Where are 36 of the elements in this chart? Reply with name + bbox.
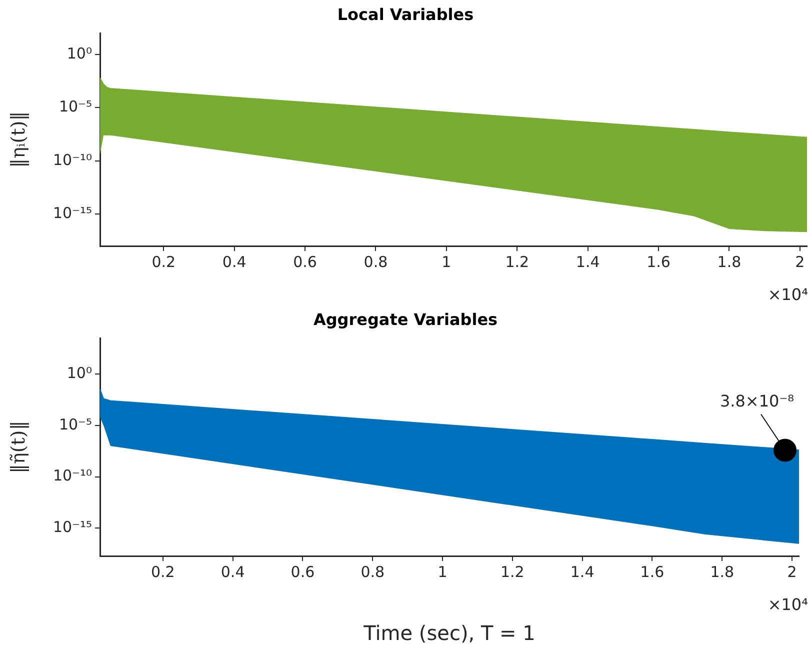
y-tick-label: 10⁻¹⁰ [52, 150, 92, 169]
x-tick-label: 0.2 [152, 252, 176, 271]
x-tick-label: 0.4 [220, 562, 245, 581]
annotation: 3.8×10⁻⁸ [720, 391, 794, 410]
x-tick-label: 0.8 [360, 562, 385, 581]
y-tick-label: 10⁻⁵ [58, 98, 92, 116]
text: ×10⁴ [768, 285, 808, 304]
x-tick-label: 1.2 [500, 562, 524, 581]
x-tick-label: 1.8 [717, 252, 742, 271]
y-tick-label: 10⁻¹⁰ [52, 466, 92, 485]
x-tick-label: 2 [787, 562, 797, 581]
x-axis-title: Time (sec), T = 1 [362, 621, 536, 646]
x-tick-label: 1.4 [576, 252, 600, 271]
x-tick-label: 0.6 [290, 562, 315, 581]
x-tick-label: 1.8 [710, 562, 734, 581]
x-tick-label: 2 [795, 252, 805, 271]
x-tick-label: 0.4 [222, 252, 246, 271]
x-tick-label: 1 [438, 562, 448, 581]
y-axis-title: ‖ηᵢ(t)‖ [7, 111, 30, 168]
x-tick-label: 1.6 [646, 252, 670, 271]
y-tick-label: 10⁻⁵ [58, 415, 92, 434]
x-tick-label: 0.6 [293, 252, 317, 271]
text: ×10⁴ [768, 595, 808, 614]
x-tick-label: 0.8 [364, 252, 388, 271]
x-tick-label: 1.6 [640, 562, 664, 581]
y-tick-label: 10⁻¹⁵ [52, 204, 92, 222]
x-tick-label: 1 [442, 252, 452, 271]
chart-title: Aggregate Variables [313, 310, 498, 329]
chart-title: Local Variables [337, 4, 474, 24]
x-tick-label: 1.4 [570, 562, 594, 581]
x-tick-label: 1.2 [505, 252, 530, 271]
x-tick-label: 0.2 [150, 562, 175, 581]
y-axis-title: ‖η̃(t)‖ [7, 420, 30, 474]
y-tick-label: 10⁻¹⁵ [52, 518, 92, 536]
y-tick-label: 10⁰ [66, 364, 92, 382]
y-tick-label: 10⁰ [66, 44, 92, 62]
